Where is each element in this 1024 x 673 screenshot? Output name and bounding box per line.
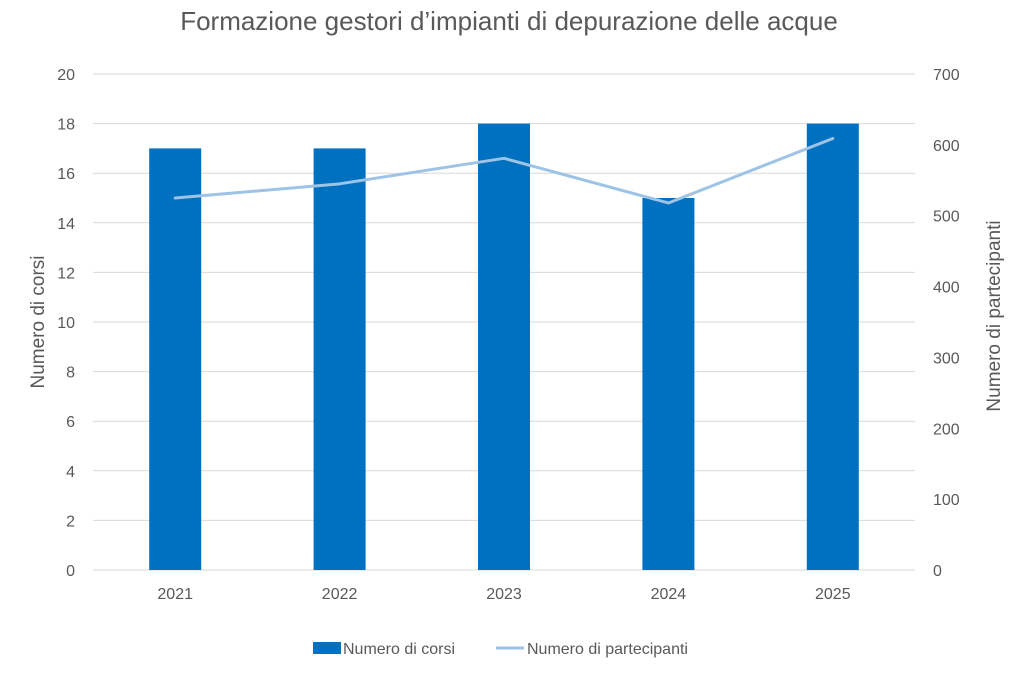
y-tick-label: 12 xyxy=(57,265,75,282)
y-axis-right-ticks: 0 100 200 300 400 500 600 700 xyxy=(933,67,960,580)
bar xyxy=(642,198,695,570)
bar xyxy=(806,123,859,570)
y-tick-label: 16 xyxy=(57,166,75,183)
y2-tick-label: 400 xyxy=(933,280,960,297)
y-axis-left-ticks: 0 2 4 6 8 10 12 14 16 18 20 xyxy=(57,67,75,580)
y-axis-title-right: Numero di partecipanti xyxy=(984,220,1005,411)
bar-series xyxy=(149,123,859,570)
chart-title: Formazione gestori d’impianti di depuraz… xyxy=(180,6,838,36)
y-tick-label: 18 xyxy=(57,117,75,134)
x-tick-label: 2022 xyxy=(322,586,358,603)
legend-label-line: Numero di partecipanti xyxy=(527,641,688,658)
y-tick-label: 10 xyxy=(57,315,75,332)
x-tick-label: 2025 xyxy=(815,586,851,603)
y2-tick-label: 100 xyxy=(933,492,960,509)
legend-swatch-bar xyxy=(313,642,341,654)
bar xyxy=(149,148,202,570)
x-tick-label: 2023 xyxy=(486,586,522,603)
x-tick-label: 2024 xyxy=(651,586,687,603)
y-tick-label: 4 xyxy=(66,464,75,481)
bar xyxy=(478,123,530,570)
y2-tick-label: 300 xyxy=(933,350,960,367)
legend: Numero di corsi Numero di partecipanti xyxy=(313,641,688,658)
y-axis-title-left: Numero di corsi xyxy=(28,255,49,388)
line-path xyxy=(173,136,835,205)
legend-label-bar: Numero di corsi xyxy=(343,641,455,658)
y-tick-label: 0 xyxy=(66,563,75,580)
y2-tick-label: 200 xyxy=(933,421,960,438)
y2-tick-label: 500 xyxy=(933,209,960,226)
bar xyxy=(313,148,366,570)
y-tick-label: 14 xyxy=(57,216,75,233)
y2-tick-label: 600 xyxy=(933,138,960,155)
y-tick-label: 8 xyxy=(66,365,75,382)
y-tick-label: 2 xyxy=(66,513,75,530)
y2-tick-label: 0 xyxy=(933,563,942,580)
y2-tick-label: 700 xyxy=(933,67,960,84)
y-tick-label: 20 xyxy=(57,67,75,84)
line-series xyxy=(173,136,835,205)
y-tick-label: 6 xyxy=(66,414,75,431)
x-tick-label: 2021 xyxy=(157,586,193,603)
x-axis-ticks: 2021 2022 2023 2024 2025 xyxy=(157,586,850,603)
